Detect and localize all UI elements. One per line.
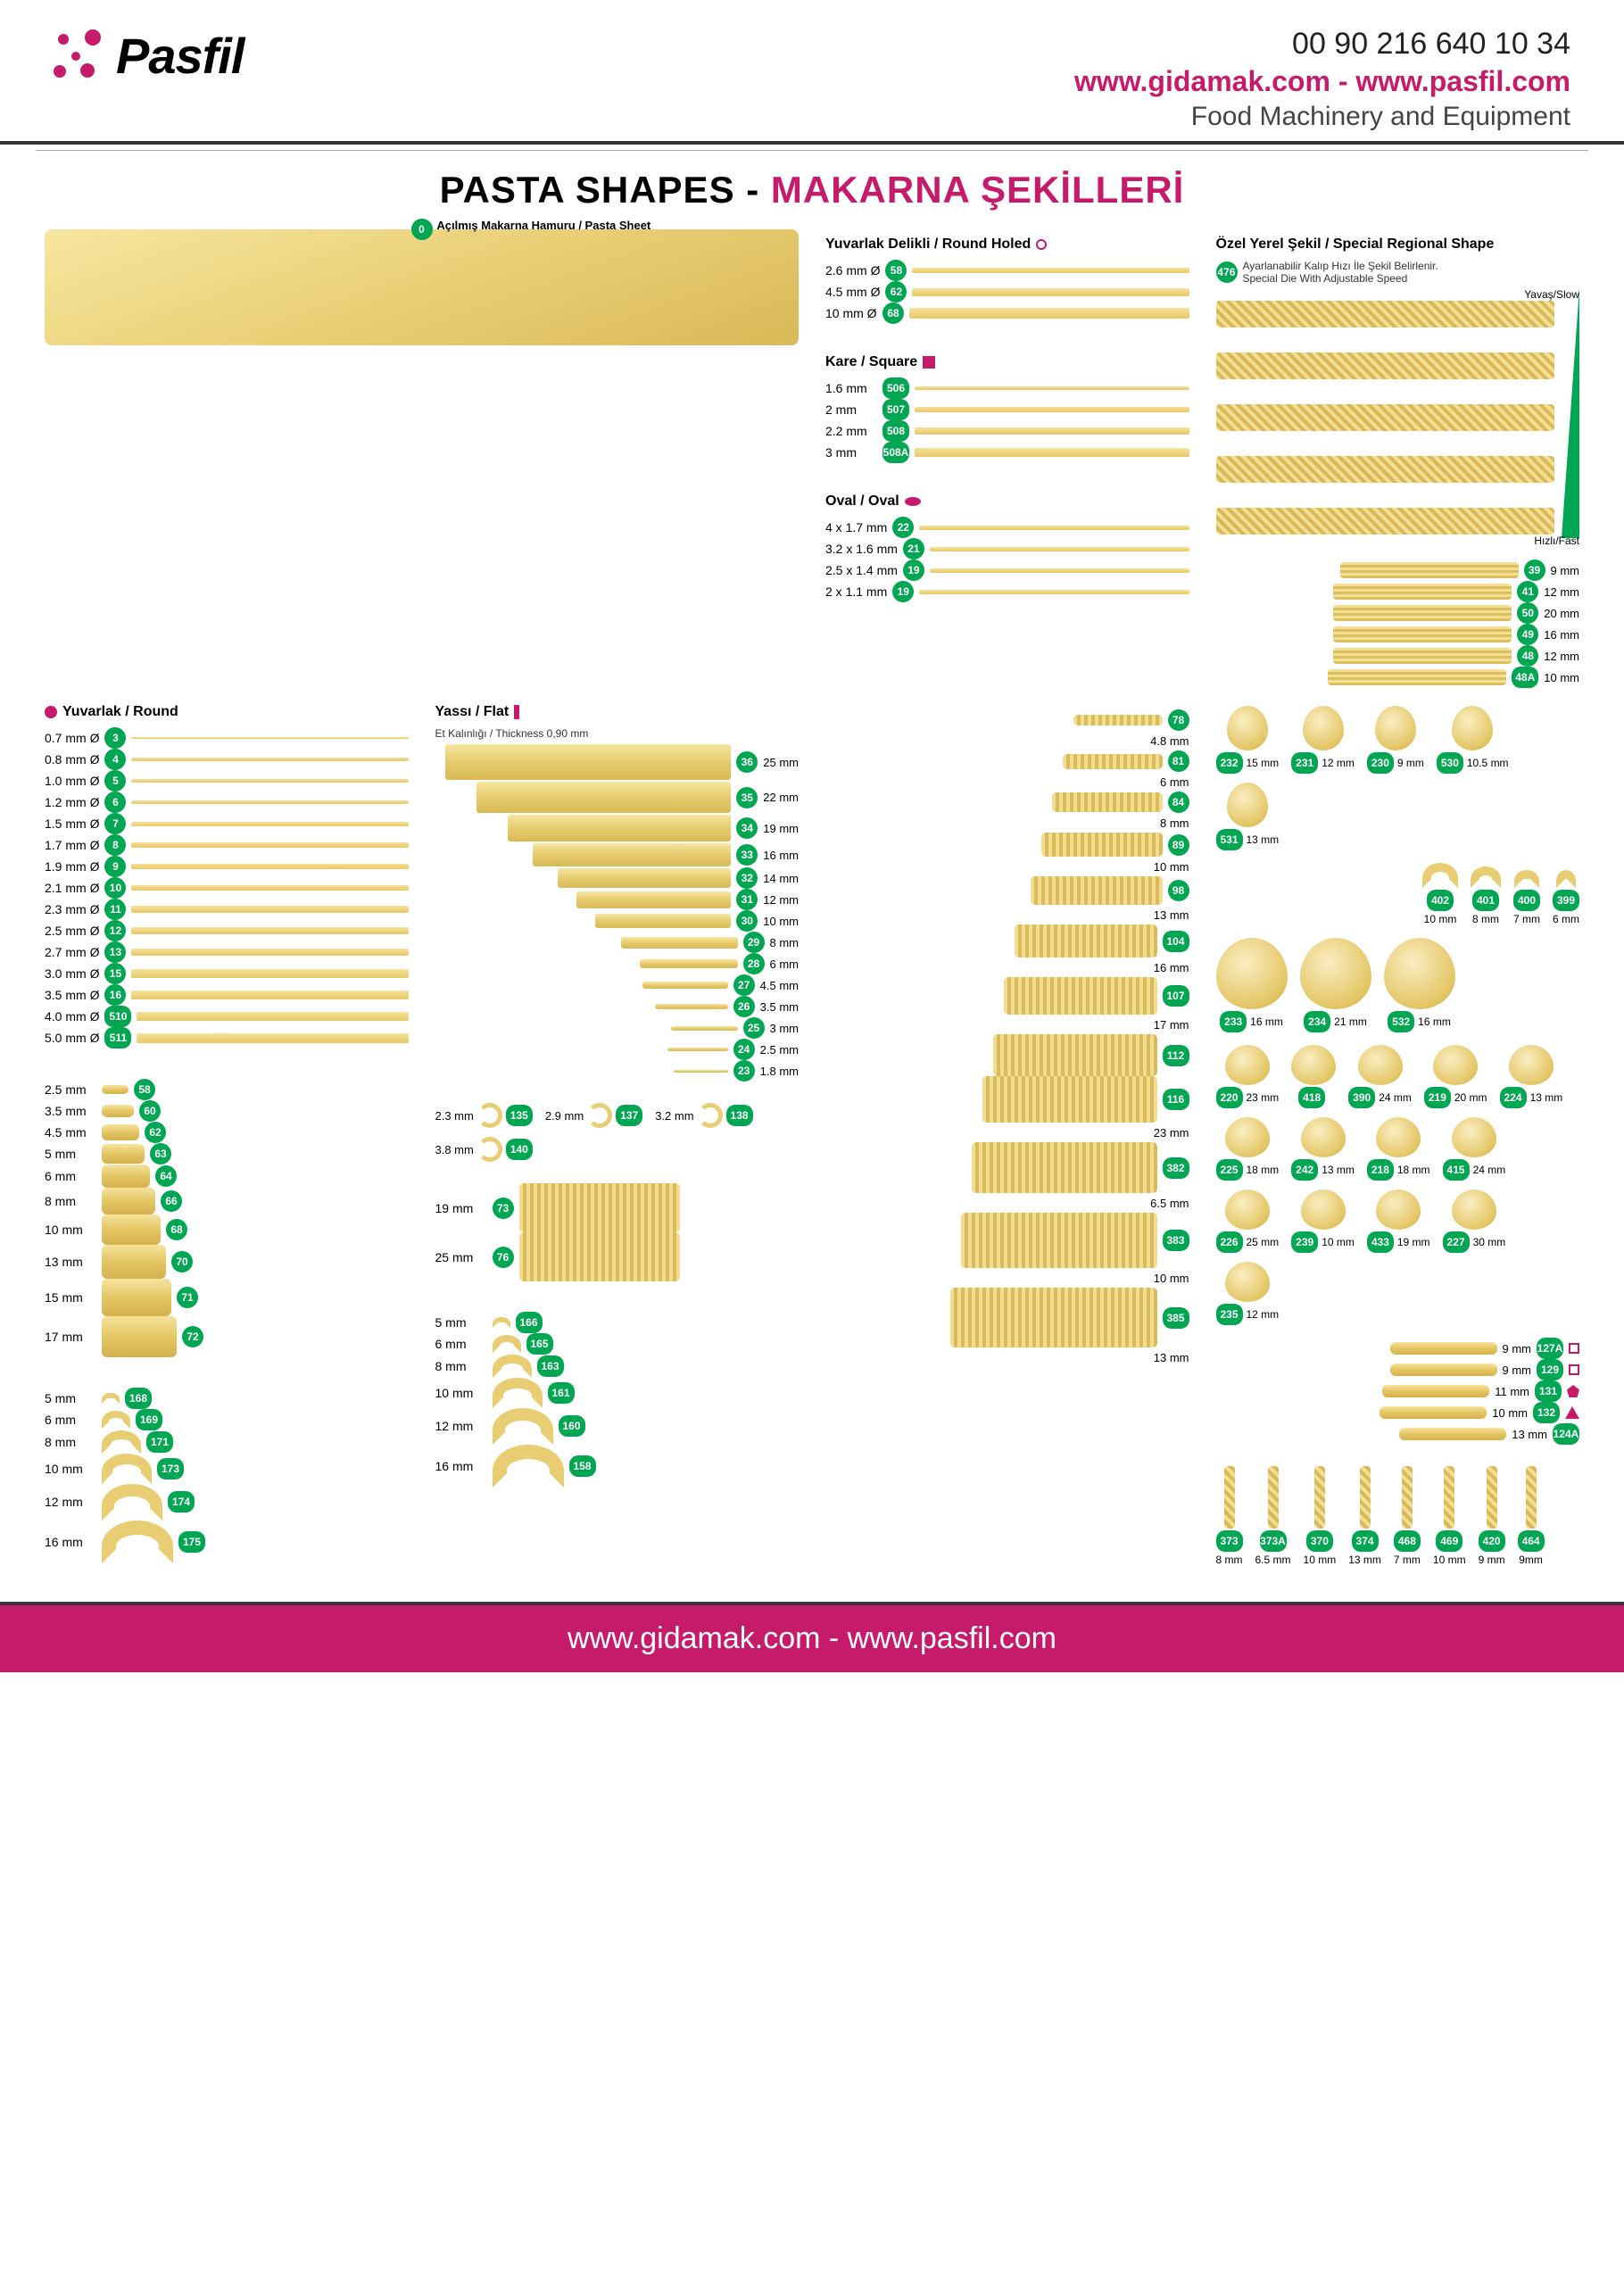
code-badge: 510	[104, 1006, 131, 1027]
flat-icon	[514, 705, 519, 719]
size-label: 1.7 mm Ø	[45, 838, 99, 852]
pasta-sheet: 0 Açılmış Makarna Hamuru / Pasta Sheet	[45, 229, 799, 345]
pasta-row: 5.0 mm Ø 511	[45, 1027, 409, 1049]
pasta-row: 0.8 mm Ø 4	[45, 749, 409, 770]
size-label: 1.9 mm Ø	[45, 859, 99, 874]
pasta-row: 0.7 mm Ø 3	[45, 727, 409, 749]
pasta-row: 4.0 mm Ø 510	[45, 1006, 409, 1027]
size-label: 3.0 mm Ø	[45, 966, 99, 981]
code-badge: 511	[104, 1027, 131, 1049]
pasta-row: 1.5 mm Ø 7	[45, 813, 409, 834]
pasta-row: 2.7 mm Ø 13	[45, 941, 409, 963]
logo: Pasfil	[54, 27, 244, 85]
page-header: Pasfil 00 90 216 640 10 34 www.gidamak.c…	[0, 0, 1624, 145]
code-badge: 16	[104, 984, 126, 1006]
header-contact: 00 90 216 640 10 34 www.gidamak.com - ww…	[1074, 27, 1570, 132]
code-badge: 6	[104, 792, 126, 813]
size-label: 5.0 mm Ø	[45, 1031, 99, 1045]
logo-dots-icon	[54, 29, 107, 83]
size-label: 4.0 mm Ø	[45, 1009, 99, 1024]
logo-text: Pasfil	[116, 27, 244, 85]
pasta-row: 2.1 mm Ø 10	[45, 877, 409, 899]
phone-number: 00 90 216 640 10 34	[1074, 27, 1570, 62]
pasta-row: 2.5 mm Ø 12	[45, 920, 409, 941]
flat-section: Yassı / Flat Et Kalınlığı / Thickness 0,…	[435, 697, 800, 1566]
tagline: Food Machinery and Equipment	[1074, 102, 1570, 132]
code-badge: 11	[104, 899, 126, 920]
special-badge: 476	[1216, 261, 1238, 283]
pasta-row: 3.0 mm Ø 15	[45, 963, 409, 984]
page-title: PASTA SHAPES - MAKARNA ŞEKİLLERİ	[36, 150, 1588, 220]
page-footer: www.gidamak.com - www.pasfil.com	[0, 1602, 1624, 1672]
round-title: Yuvarlak / Round	[45, 704, 409, 720]
size-label: 2.7 mm Ø	[45, 945, 99, 959]
oval-title: Oval / Oval	[825, 493, 1189, 510]
size-label: 0.7 mm Ø	[45, 731, 99, 745]
special-title: Özel Yerel Şekil / Special Regional Shap…	[1216, 236, 1580, 253]
pasta-chart: 0 Açılmış Makarna Hamuru / Pasta Sheet Y…	[0, 220, 1624, 1602]
title-en: PASTA SHAPES -	[440, 169, 771, 211]
size-label: 2.1 mm Ø	[45, 881, 99, 895]
code-badge: 9	[104, 856, 126, 877]
code-badge: 3	[104, 727, 126, 749]
code-badge: 5	[104, 770, 126, 792]
pasta-row: 1.0 mm Ø 5	[45, 770, 409, 792]
code-badge: 7	[104, 813, 126, 834]
size-label: 1.5 mm Ø	[45, 816, 99, 831]
code-badge: 13	[104, 941, 126, 963]
code-badge: 8	[104, 834, 126, 856]
round-holed-section: Yuvarlak Delikli / Round Holed 2.6 mm Ø5…	[825, 229, 1189, 688]
code-badge: 4	[104, 749, 126, 770]
code-badge: 10	[104, 877, 126, 899]
size-label: 3.5 mm Ø	[45, 988, 99, 1002]
pasta-row: 1.2 mm Ø 6	[45, 792, 409, 813]
round-open-icon	[1036, 239, 1047, 250]
square-title: Kare / Square	[825, 354, 1189, 370]
pasta-row: 1.9 mm Ø 9	[45, 856, 409, 877]
round-holed-title: Yuvarlak Delikli / Round Holed	[825, 236, 1189, 253]
round-filled-icon	[45, 706, 57, 718]
code-badge: 12	[104, 920, 126, 941]
square-icon	[923, 356, 935, 369]
code-badge: 15	[104, 963, 126, 984]
sheet-badge: 0	[411, 219, 433, 240]
round-section: Yuvarlak / Round 0.7 mm Ø30.8 mm Ø41.0 m…	[45, 697, 409, 1566]
fast-label: Hızlı/Fast	[1534, 535, 1579, 547]
size-label: 2.5 mm Ø	[45, 924, 99, 938]
special-section: Özel Yerel Şekil / Special Regional Shap…	[1216, 229, 1580, 688]
sheet-label: Açılmış Makarna Hamuru / Pasta Sheet	[436, 219, 650, 232]
flat-title: Yassı / Flat	[435, 704, 800, 720]
pasta-row: 2.3 mm Ø 11	[45, 899, 409, 920]
slow-label: Yavaş/Slow	[1524, 288, 1579, 301]
speed-wedge-icon	[1562, 288, 1579, 538]
flat-sub: Et Kalınlığı / Thickness 0,90 mm	[435, 727, 800, 740]
size-label: 0.8 mm Ø	[45, 752, 99, 767]
rigatoni-section: 784.8 mm816 mm848 mm8910 mm9813 mm10416 …	[825, 697, 1189, 1566]
size-label: 2.3 mm Ø	[45, 902, 99, 916]
size-label: 1.0 mm Ø	[45, 774, 99, 788]
oval-icon	[905, 497, 921, 506]
special-sub: Ayarlanabilir Kalıp Hızı İle Şekil Belir…	[1243, 260, 1438, 285]
header-urls: www.gidamak.com - www.pasfil.com	[1074, 65, 1570, 98]
pasta-row: 3.5 mm Ø 16	[45, 984, 409, 1006]
shells-section: 23215 mm23112 mm2309 mm53010.5 mm53113 m…	[1216, 697, 1580, 1566]
size-label: 1.2 mm Ø	[45, 795, 99, 809]
pasta-row: 1.7 mm Ø 8	[45, 834, 409, 856]
title-tr: MAKARNA ŞEKİLLERİ	[771, 169, 1184, 211]
